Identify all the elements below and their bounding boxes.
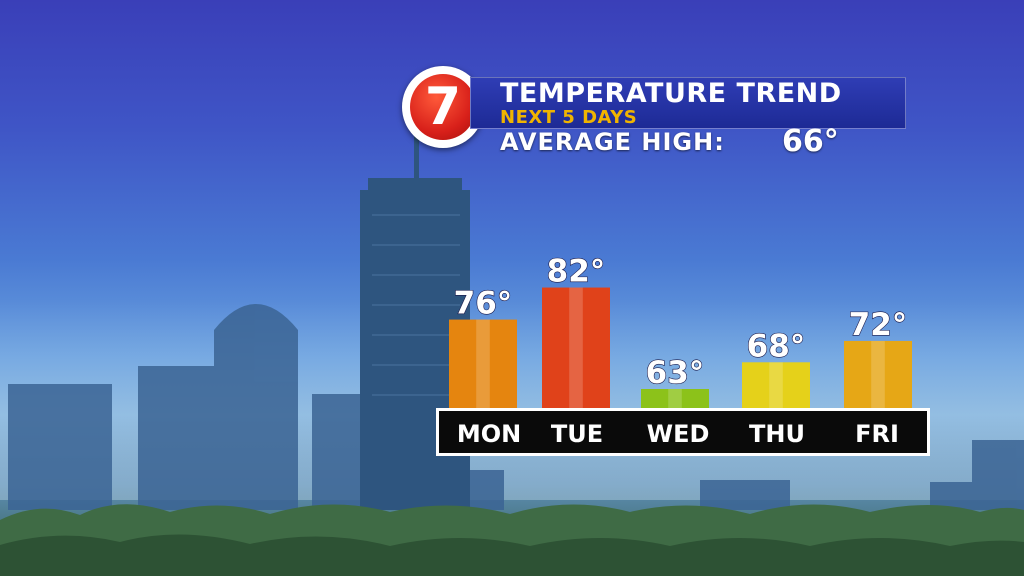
title-banner [470,77,906,129]
data-label-tue: 82° [547,254,606,290]
average-high-value: 66° [782,124,839,159]
bar-wed [641,389,709,408]
logo-number: 7 [424,77,462,137]
header: 7 TEMPERATURE TREND NEXT 5 DAYS AVERAGE … [0,0,1024,170]
bar-highlight [871,340,885,408]
bar-highlight [476,319,490,408]
bar-highlight [668,389,682,408]
chart-title: TEMPERATURE TREND [500,78,842,109]
bar-highlight [569,287,583,408]
average-high-label: AVERAGE HIGH: [500,128,725,156]
data-label-fri: 72° [849,307,908,343]
data-label-wed: 63° [646,355,705,391]
bar-mon [449,319,517,408]
bar-thu [742,362,810,408]
data-label-thu: 68° [747,328,806,364]
bar-tue [542,287,610,408]
day-label-strip [436,408,930,456]
bar-highlight [769,362,783,408]
bar-fri [844,340,912,408]
data-label-mon: 76° [454,286,513,322]
logo-circle: 7 [410,74,476,140]
chart-subtitle: NEXT 5 DAYS [500,107,638,128]
